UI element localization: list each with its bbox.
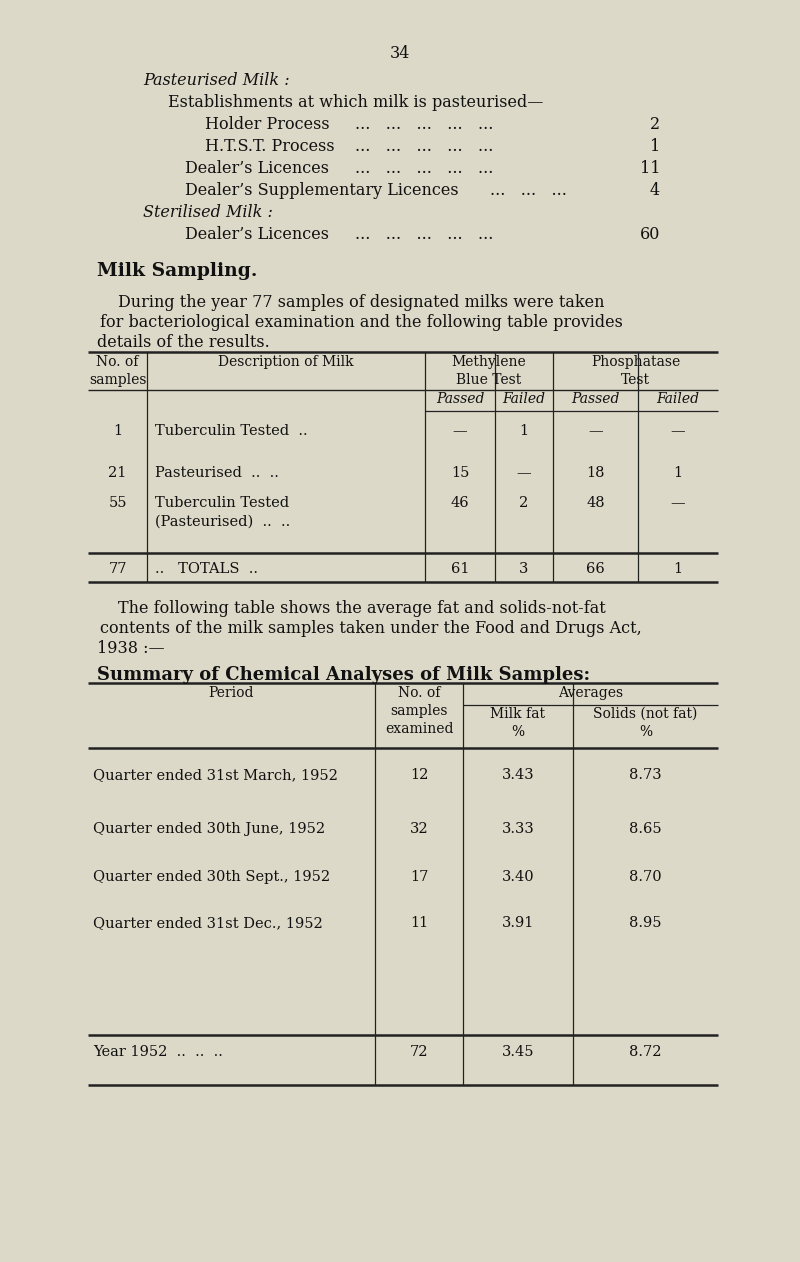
Text: Tuberculin Tested
(Pasteurised)  ..  ..: Tuberculin Tested (Pasteurised) .. .. xyxy=(155,496,290,529)
Text: 3.45: 3.45 xyxy=(502,1045,534,1059)
Text: 48: 48 xyxy=(586,496,605,510)
Text: Averages: Averages xyxy=(558,687,623,700)
Text: Dealer’s Licences: Dealer’s Licences xyxy=(185,226,329,244)
Text: Quarter ended 30th Sept., 1952: Quarter ended 30th Sept., 1952 xyxy=(93,870,330,883)
Text: 1: 1 xyxy=(519,424,529,438)
Text: H.T.S.T. Process: H.T.S.T. Process xyxy=(205,138,334,155)
Text: Period: Period xyxy=(209,687,254,700)
Text: contents of the milk samples taken under the Food and Drugs Act,: contents of the milk samples taken under… xyxy=(100,620,642,637)
Text: ...   ...   ...   ...   ...: ... ... ... ... ... xyxy=(355,116,494,133)
Text: Dealer’s Supplementary Licences: Dealer’s Supplementary Licences xyxy=(185,182,458,199)
Text: 66: 66 xyxy=(586,562,605,575)
Text: 3.43: 3.43 xyxy=(502,769,534,782)
Text: 1: 1 xyxy=(674,562,682,575)
Text: ...   ...   ...   ...   ...: ... ... ... ... ... xyxy=(355,226,494,244)
Text: 18: 18 xyxy=(586,466,605,480)
Text: 1: 1 xyxy=(113,424,122,438)
Text: Failed: Failed xyxy=(502,392,546,406)
Text: 3.33: 3.33 xyxy=(502,822,534,835)
Text: 77: 77 xyxy=(108,562,126,575)
Text: Quarter ended 31st Dec., 1952: Quarter ended 31st Dec., 1952 xyxy=(93,916,322,930)
Text: ..   TOTALS  ..: .. TOTALS .. xyxy=(155,562,258,575)
Text: for bacteriological examination and the following table provides: for bacteriological examination and the … xyxy=(100,314,623,331)
Text: Summary of Chemical Analyses of Milk Samples:: Summary of Chemical Analyses of Milk Sam… xyxy=(97,666,590,684)
Text: 3.91: 3.91 xyxy=(502,916,534,930)
Text: 12: 12 xyxy=(410,769,428,782)
Text: 34: 34 xyxy=(390,45,410,62)
Text: No. of
samples
examined: No. of samples examined xyxy=(385,687,454,736)
Text: —: — xyxy=(670,424,686,438)
Text: —: — xyxy=(670,496,686,510)
Text: ...   ...   ...: ... ... ... xyxy=(490,182,567,199)
Text: 3: 3 xyxy=(519,562,529,575)
Text: Milk Sampling.: Milk Sampling. xyxy=(97,262,258,280)
Text: Establishments at which milk is pasteurised—: Establishments at which milk is pasteuri… xyxy=(168,93,543,111)
Text: 1: 1 xyxy=(674,466,682,480)
Text: 72: 72 xyxy=(410,1045,428,1059)
Text: Holder Process: Holder Process xyxy=(205,116,330,133)
Text: Pasteurised  ..  ..: Pasteurised .. .. xyxy=(155,466,279,480)
Text: 32: 32 xyxy=(410,822,428,835)
Text: 15: 15 xyxy=(451,466,469,480)
Text: 8.65: 8.65 xyxy=(629,822,662,835)
Text: Methylene
Blue Test: Methylene Blue Test xyxy=(452,355,526,387)
Text: 4: 4 xyxy=(650,182,660,199)
Text: Description of Milk: Description of Milk xyxy=(218,355,354,369)
Text: 11: 11 xyxy=(639,160,660,177)
Text: Passed: Passed xyxy=(436,392,484,406)
Text: 17: 17 xyxy=(410,870,428,883)
Text: —: — xyxy=(588,424,603,438)
Text: 2: 2 xyxy=(519,496,529,510)
Text: Sterilised Milk :: Sterilised Milk : xyxy=(143,204,273,221)
Text: Passed: Passed xyxy=(571,392,620,406)
Text: 2: 2 xyxy=(650,116,660,133)
Text: 1: 1 xyxy=(650,138,660,155)
Text: Tuberculin Tested  ..: Tuberculin Tested .. xyxy=(155,424,308,438)
Text: 8.95: 8.95 xyxy=(630,916,662,930)
Text: 55: 55 xyxy=(108,496,126,510)
Text: details of the results.: details of the results. xyxy=(97,334,270,351)
Text: 46: 46 xyxy=(450,496,470,510)
Text: 8.73: 8.73 xyxy=(629,769,662,782)
Text: Milk fat
%: Milk fat % xyxy=(490,707,546,738)
Text: Quarter ended 31st March, 1952: Quarter ended 31st March, 1952 xyxy=(93,769,338,782)
Text: The following table shows the average fat and solids-not-fat: The following table shows the average fa… xyxy=(118,599,606,617)
Text: 1938 :—: 1938 :— xyxy=(97,640,165,658)
Text: —: — xyxy=(453,424,467,438)
Text: Year 1952  ..  ..  ..: Year 1952 .. .. .. xyxy=(93,1045,223,1059)
Text: —: — xyxy=(517,466,531,480)
Text: 61: 61 xyxy=(450,562,470,575)
Text: Quarter ended 30th June, 1952: Quarter ended 30th June, 1952 xyxy=(93,822,325,835)
Text: 8.72: 8.72 xyxy=(630,1045,662,1059)
Text: Solids (not fat)
%: Solids (not fat) % xyxy=(594,707,698,738)
Text: ...   ...   ...   ...   ...: ... ... ... ... ... xyxy=(355,160,494,177)
Text: 11: 11 xyxy=(410,916,428,930)
Text: 60: 60 xyxy=(640,226,660,244)
Text: 3.40: 3.40 xyxy=(502,870,534,883)
Text: During the year 77 samples of designated milks were taken: During the year 77 samples of designated… xyxy=(118,294,605,310)
Text: 8.70: 8.70 xyxy=(629,870,662,883)
Text: Pasteurised Milk :: Pasteurised Milk : xyxy=(143,72,290,90)
Text: Failed: Failed xyxy=(657,392,699,406)
Text: Dealer’s Licences: Dealer’s Licences xyxy=(185,160,329,177)
Text: No. of
samples: No. of samples xyxy=(89,355,146,387)
Text: Phosphatase
Test: Phosphatase Test xyxy=(591,355,680,387)
Text: ...   ...   ...   ...   ...: ... ... ... ... ... xyxy=(355,138,494,155)
Text: 21: 21 xyxy=(108,466,126,480)
